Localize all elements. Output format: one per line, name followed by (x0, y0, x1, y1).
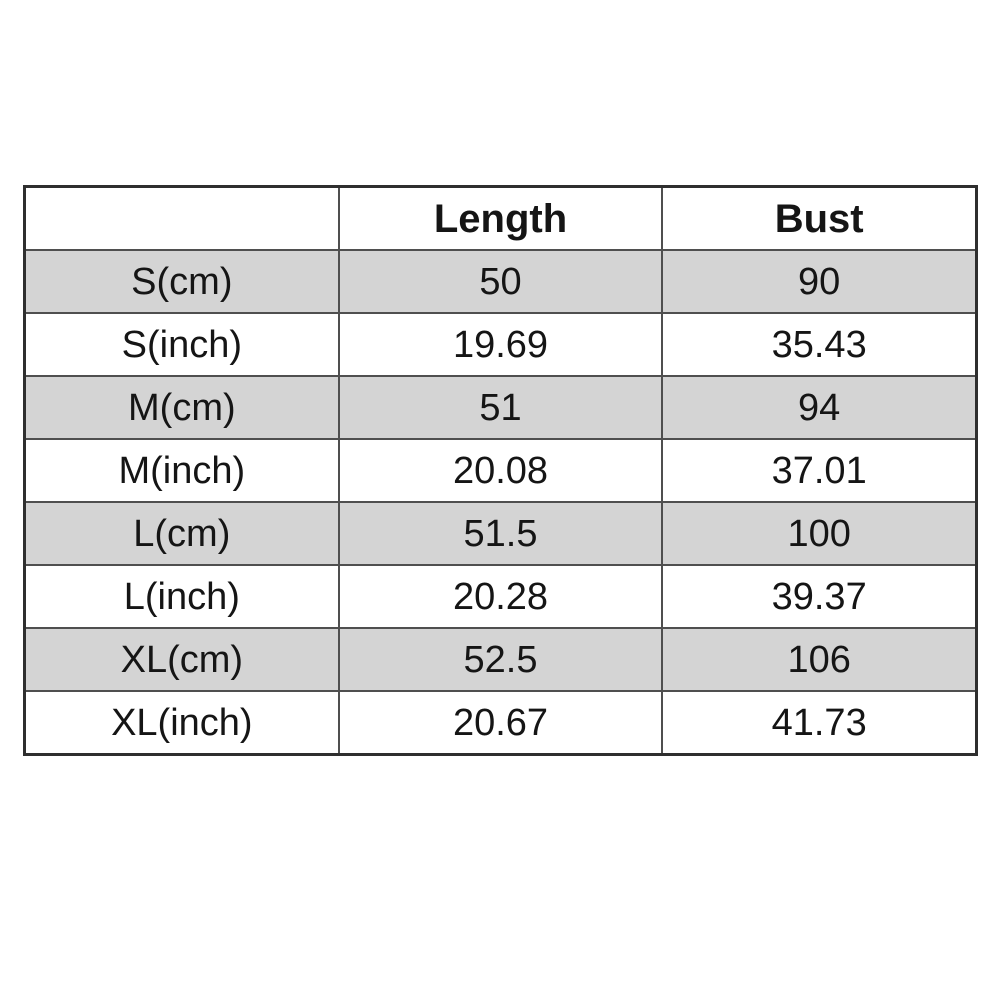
size-label-cell: L(inch) (23, 564, 340, 629)
table-row-l-cm: L(cm) 51.5 100 (23, 501, 978, 566)
table-row-s-inch: S(inch) 19.69 35.43 (23, 312, 978, 377)
table-row-xl-cm: XL(cm) 52.5 106 (23, 627, 978, 692)
bust-value-cell: 37.01 (661, 438, 978, 503)
length-value-cell: 52.5 (337, 627, 664, 692)
size-label-cell: XL(inch) (23, 690, 340, 756)
bust-value-cell: 90 (661, 249, 978, 314)
size-label-cell: M(cm) (23, 375, 340, 440)
bust-value-cell: 41.73 (661, 690, 978, 756)
size-label-cell: S(cm) (23, 249, 340, 314)
table-row-m-inch: M(inch) 20.08 37.01 (23, 438, 978, 503)
length-value-cell: 50 (337, 249, 664, 314)
bust-value-cell: 106 (661, 627, 978, 692)
length-value-cell: 20.67 (337, 690, 664, 756)
header-cell-bust: Bust (661, 185, 978, 251)
header-cell-size (23, 185, 340, 251)
bust-value-cell: 35.43 (661, 312, 978, 377)
bust-value-cell: 100 (661, 501, 978, 566)
table-row-xl-inch: XL(inch) 20.67 41.73 (23, 690, 978, 756)
table-row-s-cm: S(cm) 50 90 (23, 249, 978, 314)
length-value-cell: 51 (337, 375, 664, 440)
header-cell-length: Length (337, 185, 664, 251)
size-chart-table: Length Bust S(cm) 50 90 S(inch) 19.69 35… (23, 185, 978, 756)
length-value-cell: 19.69 (337, 312, 664, 377)
size-label-cell: S(inch) (23, 312, 340, 377)
length-value-cell: 20.28 (337, 564, 664, 629)
header-row: Length Bust (23, 185, 978, 251)
length-value-cell: 20.08 (337, 438, 664, 503)
size-label-cell: L(cm) (23, 501, 340, 566)
bust-value-cell: 94 (661, 375, 978, 440)
length-value-cell: 51.5 (337, 501, 664, 566)
table-row-m-cm: M(cm) 51 94 (23, 375, 978, 440)
size-label-cell: XL(cm) (23, 627, 340, 692)
bust-value-cell: 39.37 (661, 564, 978, 629)
table-row-l-inch: L(inch) 20.28 39.37 (23, 564, 978, 629)
size-label-cell: M(inch) (23, 438, 340, 503)
